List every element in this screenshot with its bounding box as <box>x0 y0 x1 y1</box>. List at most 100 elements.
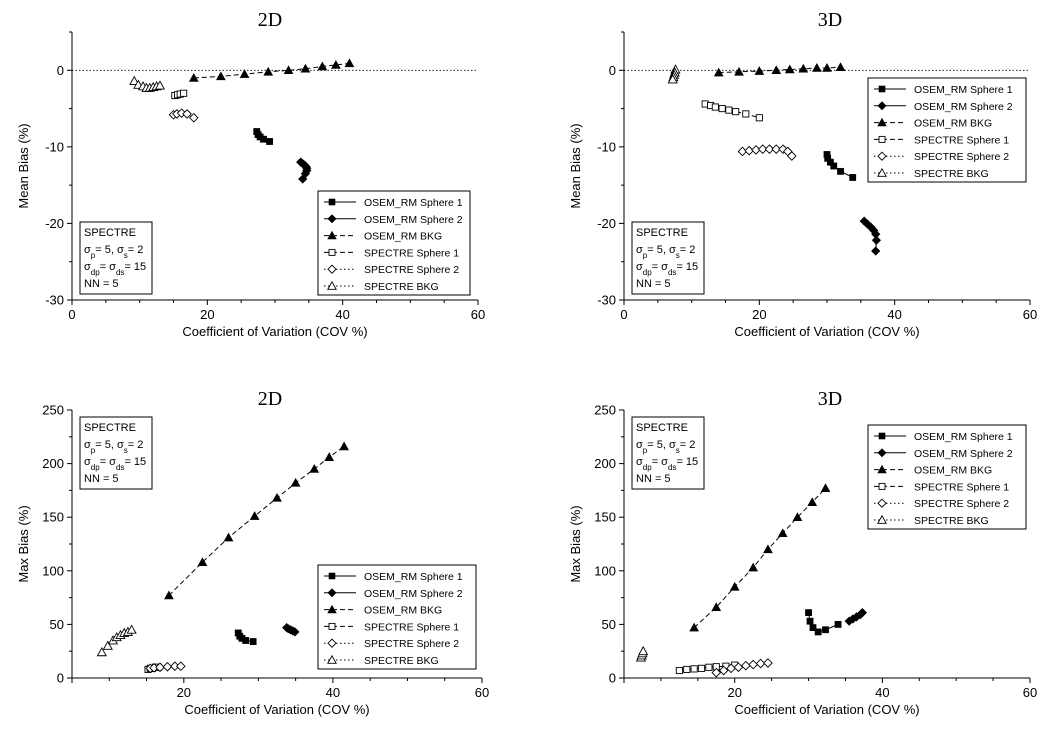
data-point <box>755 658 766 669</box>
panel-bottom-left-2d-max-bias: 2D 0 50 100 150 200 250 20 40 60 Coefficient of Va… <box>16 388 489 717</box>
y-tick-label: -20 <box>597 216 616 231</box>
data-point <box>129 75 140 85</box>
series-spectre-bkg <box>96 624 137 657</box>
text-span: = σ <box>652 456 668 468</box>
data-point <box>180 89 188 97</box>
data-point <box>764 144 775 154</box>
x-tick-label: 60 <box>471 307 485 322</box>
legend-marker <box>877 498 887 508</box>
legend: OSEM_RM Sphere 1 OSEM_RM Sphere 2 OSEM_RM … <box>317 564 477 670</box>
subscript: p <box>643 251 648 260</box>
annotation-sigma-ps: σp= 5, σs= 2 <box>636 439 695 455</box>
y-tick-label: 100 <box>42 563 64 578</box>
data-point <box>290 477 301 487</box>
legend-label: SPECTRE Sphere 2 <box>364 264 459 276</box>
data-point <box>675 666 683 675</box>
data-point <box>871 246 881 256</box>
x-axis-label: Coefficient of Variation (COV %) <box>734 324 919 339</box>
data-point <box>725 106 733 114</box>
text-span: = σ <box>100 261 116 273</box>
data-point <box>126 624 137 634</box>
data-point <box>740 660 751 671</box>
data-point <box>807 497 818 506</box>
data-point <box>814 628 822 636</box>
data-point <box>857 607 868 618</box>
data-point <box>162 661 173 672</box>
text-span: σ <box>636 456 643 468</box>
data-point <box>726 663 736 674</box>
x-tick-label: 0 <box>620 307 627 322</box>
data-point <box>197 557 208 566</box>
subscript: s <box>676 251 680 260</box>
data-point <box>820 483 831 493</box>
text-span: = 5, σ <box>647 439 676 451</box>
data-point <box>266 138 273 145</box>
data-point <box>834 620 842 628</box>
data-point <box>806 617 814 625</box>
legend-entry: OSEM_RM Sphere 1 <box>324 571 463 583</box>
legend-entry: OSEM_RM Sphere 1 <box>874 431 1013 443</box>
legend-label: SPECTRE Sphere 1 <box>914 134 1009 146</box>
legend-entry: OSEM_RM Sphere 1 <box>874 84 1013 96</box>
legend-label: SPECTRE BKG <box>364 281 439 293</box>
data-point <box>711 667 722 678</box>
data-point <box>667 74 678 84</box>
x-tick-label: 40 <box>326 685 340 700</box>
y-tick-label: 0 <box>609 671 616 686</box>
chart-title: 3D <box>818 388 842 410</box>
data-point <box>182 109 192 119</box>
data-point <box>792 512 803 521</box>
legend-entry: OSEM_RM BKG <box>324 605 442 617</box>
subscript: p <box>91 251 96 260</box>
data-point <box>331 59 341 69</box>
x-tick-label: 60 <box>1023 685 1037 700</box>
data-point <box>771 144 782 154</box>
legend-label: SPECTRE Sphere 2 <box>914 498 1009 510</box>
annotation-box <box>79 416 153 490</box>
series-osem-rm-bkg <box>689 483 831 632</box>
legend-marker <box>327 604 337 614</box>
annotation-box <box>79 221 153 295</box>
annotation-sigma-d: σdp= σds= 15 <box>636 456 698 472</box>
data-point <box>732 108 740 116</box>
data-point <box>705 663 713 671</box>
text-span: = 2 <box>680 439 696 451</box>
x-tick-label: 40 <box>335 307 349 322</box>
data-point <box>272 492 282 502</box>
y-tick-label: 0 <box>57 671 64 686</box>
legend-marker <box>877 117 887 127</box>
annotation-title: SPECTRE <box>636 227 688 239</box>
data-point <box>96 647 107 657</box>
legend-label: SPECTRE BKG <box>364 655 439 667</box>
data-point <box>690 665 698 673</box>
text-span: σ <box>84 244 91 256</box>
panel-bottom-right-3d-max-bias: 3D 0 50 100 150 200 250 20 40 60 Coefficient of Va… <box>568 388 1037 717</box>
legend-marker <box>877 448 887 458</box>
legend-entry: OSEM_RM BKG <box>874 118 992 130</box>
y-tick-label: -30 <box>597 293 616 308</box>
text-span: = 2 <box>128 439 144 451</box>
legend: OSEM_RM Sphere 1 OSEM_RM Sphere 2 OSEM_RM … <box>867 424 1027 530</box>
subscript: dp <box>91 463 100 472</box>
legend-entry: SPECTRE BKG <box>324 654 439 667</box>
legend-box <box>317 190 471 296</box>
annotation-sigma-d: σdp= σds= 15 <box>84 456 146 472</box>
data-point <box>339 441 349 451</box>
legend-marker <box>328 198 336 206</box>
legend-marker <box>877 101 887 111</box>
y-tick-label: 150 <box>594 510 616 525</box>
text-span: σ <box>636 261 643 273</box>
data-point <box>344 58 355 68</box>
x-tick-label: 0 <box>68 307 75 322</box>
series-osem-rm-sphere-1 <box>823 151 857 181</box>
legend-marker <box>328 248 336 256</box>
y-tick-label: 50 <box>602 617 616 632</box>
legend-entry: SPECTRE Sphere 2 <box>874 498 1009 510</box>
x-tick-label: 60 <box>1023 307 1037 322</box>
legend-marker <box>327 654 337 664</box>
panel-top-left-2d-mean-bias: 2D -30 -20 -10 0 0 20 40 60 Coefficient of Variat… <box>16 9 485 339</box>
annotation-sigma-ps: σp= 5, σs= 2 <box>636 244 695 260</box>
series-spectre-bkg <box>635 645 649 662</box>
